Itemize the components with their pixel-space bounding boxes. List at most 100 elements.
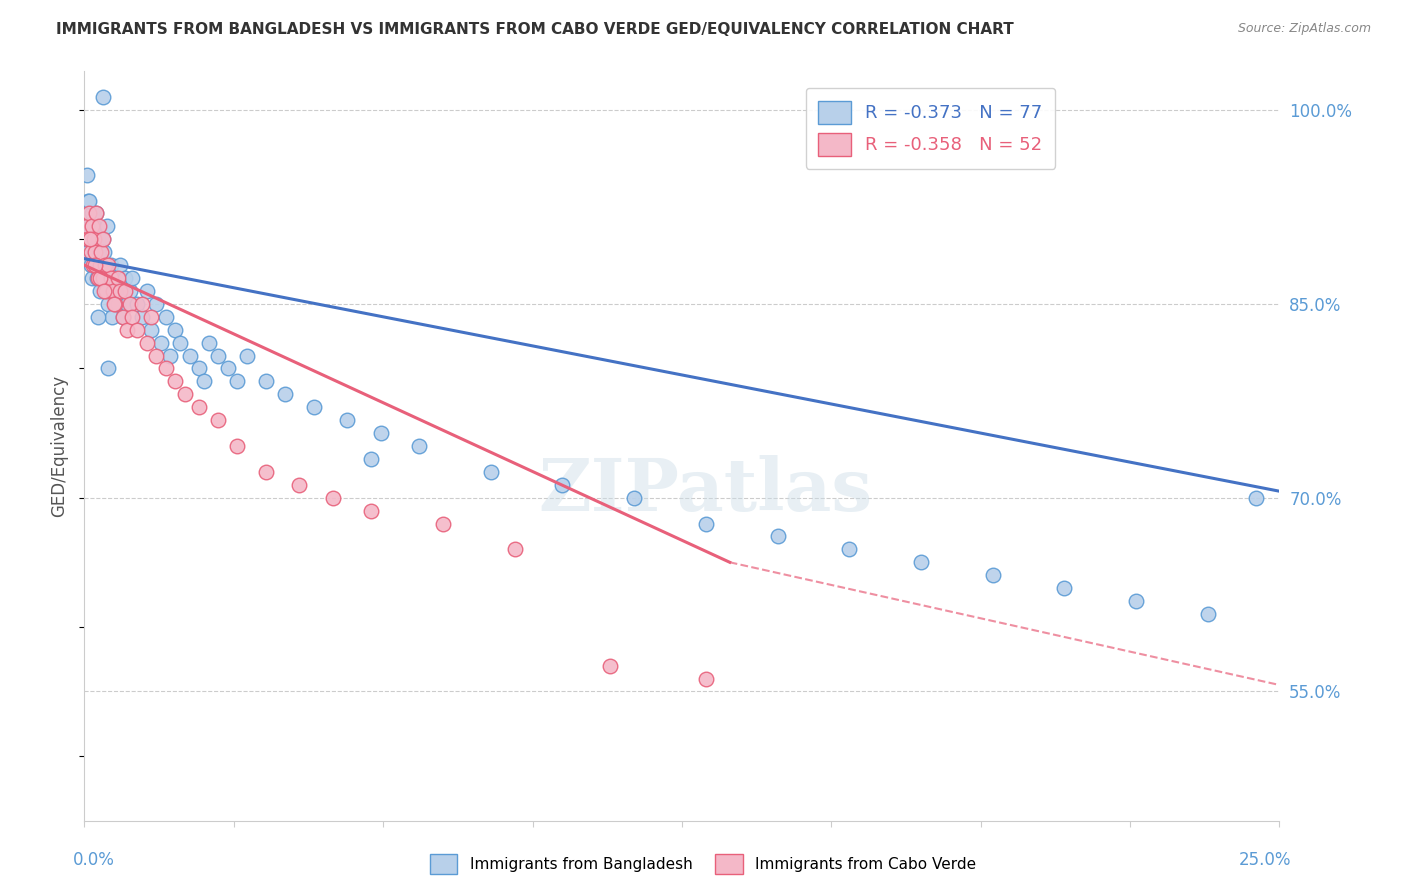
Point — [179, 349, 201, 363]
Point — [91, 232, 114, 246]
Point — [76, 219, 98, 234]
Point — [118, 297, 141, 311]
Point — [188, 361, 211, 376]
Point — [1244, 491, 1267, 505]
Point — [87, 245, 110, 260]
Point — [87, 271, 110, 285]
Point — [76, 219, 98, 234]
Point — [117, 297, 139, 311]
Point — [86, 271, 108, 285]
Point — [96, 219, 118, 234]
Point — [89, 284, 111, 298]
Point — [165, 375, 187, 389]
Point — [131, 297, 153, 311]
Point — [551, 477, 574, 491]
Point — [360, 503, 382, 517]
Point — [432, 516, 454, 531]
Point — [197, 335, 219, 350]
Point — [100, 258, 122, 272]
Point — [101, 284, 124, 298]
Point — [101, 310, 124, 324]
Legend: Immigrants from Bangladesh, Immigrants from Cabo Verde: Immigrants from Bangladesh, Immigrants f… — [423, 848, 983, 880]
Point — [94, 284, 117, 298]
Point — [90, 258, 112, 272]
Point — [83, 232, 105, 246]
Point — [107, 297, 129, 311]
Point — [155, 310, 177, 324]
Point — [766, 529, 789, 543]
Point — [103, 297, 125, 311]
Point — [173, 387, 195, 401]
Point — [838, 542, 860, 557]
Text: 0.0%: 0.0% — [73, 851, 114, 869]
Legend: R = -0.373   N = 77, R = -0.358   N = 52: R = -0.373 N = 77, R = -0.358 N = 52 — [806, 88, 1056, 169]
Point — [149, 335, 172, 350]
Text: ZIPatlas: ZIPatlas — [538, 456, 873, 526]
Text: Source: ZipAtlas.com: Source: ZipAtlas.com — [1237, 22, 1371, 36]
Point — [193, 375, 215, 389]
Point — [79, 245, 101, 260]
Point — [87, 232, 110, 246]
Point — [1197, 607, 1219, 621]
Point — [83, 219, 105, 234]
Point — [207, 413, 229, 427]
Point — [408, 439, 430, 453]
Y-axis label: GED/Equivalency: GED/Equivalency — [51, 375, 69, 517]
Point — [86, 206, 108, 220]
Point — [226, 375, 249, 389]
Point — [145, 297, 167, 311]
Point — [97, 258, 120, 272]
Point — [125, 323, 148, 337]
Point — [82, 271, 104, 285]
Point — [79, 219, 101, 234]
Point — [236, 349, 259, 363]
Point — [77, 206, 100, 220]
Point — [110, 258, 132, 272]
Point — [981, 568, 1004, 582]
Point — [80, 206, 103, 220]
Point — [623, 491, 645, 505]
Point — [141, 310, 163, 324]
Point — [159, 349, 181, 363]
Point — [77, 194, 100, 208]
Point — [97, 361, 120, 376]
Point — [288, 477, 311, 491]
Point — [503, 542, 526, 557]
Point — [370, 426, 392, 441]
Point — [93, 271, 115, 285]
Point — [90, 245, 112, 260]
Point — [107, 271, 129, 285]
Point — [207, 349, 229, 363]
Point — [91, 232, 114, 246]
Point — [82, 232, 104, 246]
Point — [84, 245, 107, 260]
Point — [114, 271, 136, 285]
Point — [479, 465, 502, 479]
Point — [79, 258, 101, 272]
Point — [83, 258, 105, 272]
Point — [82, 258, 104, 272]
Point — [599, 658, 621, 673]
Text: 25.0%: 25.0% — [1239, 851, 1292, 869]
Point — [165, 323, 187, 337]
Point — [77, 194, 100, 208]
Point — [695, 672, 717, 686]
Point — [254, 465, 277, 479]
Point — [135, 335, 157, 350]
Point — [86, 206, 108, 220]
Point — [111, 310, 134, 324]
Point — [118, 284, 141, 298]
Point — [121, 271, 143, 285]
Point — [111, 310, 134, 324]
Point — [77, 232, 100, 246]
Point — [104, 284, 127, 298]
Point — [84, 258, 107, 272]
Point — [145, 349, 167, 363]
Point — [94, 284, 117, 298]
Point — [254, 375, 277, 389]
Point — [135, 284, 157, 298]
Point — [155, 361, 177, 376]
Point — [93, 245, 115, 260]
Point — [910, 555, 932, 569]
Point — [93, 284, 115, 298]
